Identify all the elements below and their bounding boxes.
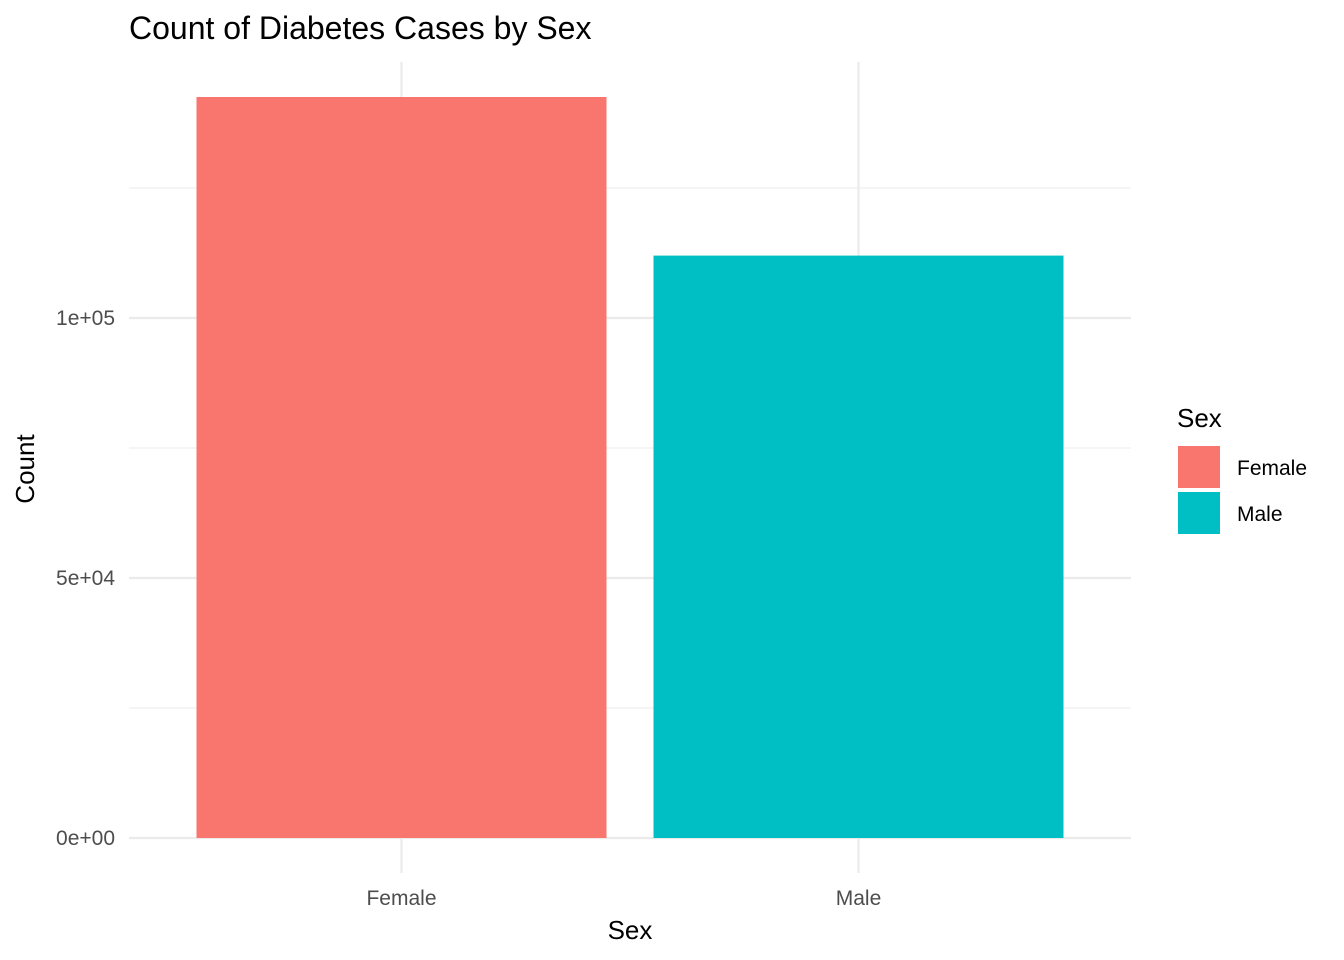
legend-key-female <box>1178 446 1220 488</box>
y-axis-title: Count <box>10 434 40 504</box>
legend-key-male <box>1178 492 1220 534</box>
y-tick-label: 1e+05 <box>56 307 115 330</box>
bar-male <box>653 255 1064 839</box>
bars <box>196 97 1064 839</box>
x-axis-tick-labels: Female Male <box>366 887 881 910</box>
x-axis-title: Sex <box>608 915 653 945</box>
legend-entries: Female Male <box>1178 446 1307 534</box>
legend-title: Sex <box>1177 403 1222 433</box>
y-tick-label: 5e+04 <box>56 567 115 590</box>
y-tick-label: 0e+00 <box>56 827 115 850</box>
x-tick-label: Male <box>836 887 882 910</box>
y-axis-tick-labels: 0e+00 5e+04 1e+05 <box>56 307 115 850</box>
x-tick-label: Female <box>366 887 436 910</box>
bar-female <box>196 97 607 838</box>
chart-title: Count of Diabetes Cases by Sex <box>129 10 591 46</box>
legend-label-female: Female <box>1237 457 1307 480</box>
legend-label-male: Male <box>1237 503 1283 526</box>
legend: Sex Female Male <box>1177 403 1307 534</box>
